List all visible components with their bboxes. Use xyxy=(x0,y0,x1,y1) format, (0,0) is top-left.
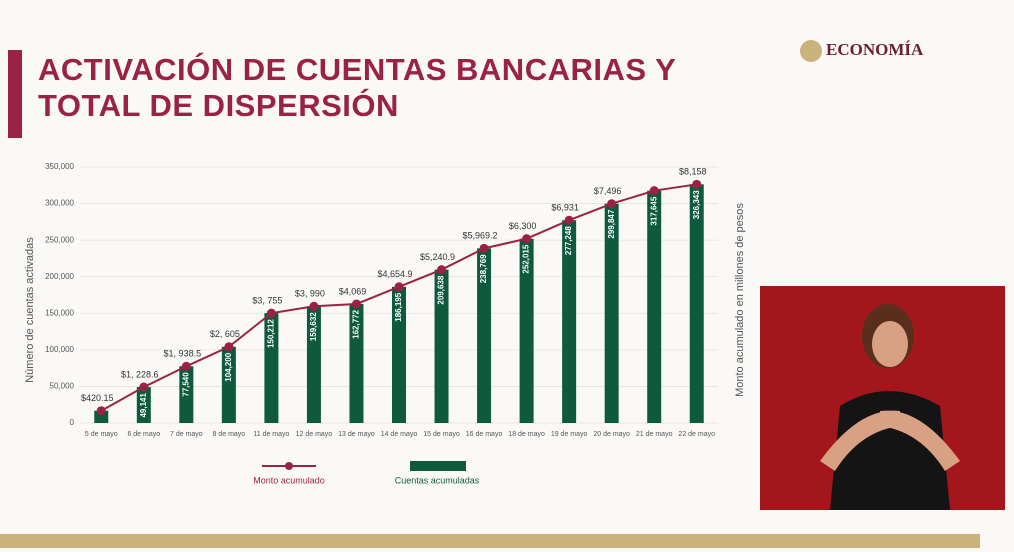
line-point xyxy=(479,243,489,253)
x-tick-label: 8 de mayo xyxy=(213,431,246,438)
y-tick-label: 350,000 xyxy=(45,162,74,171)
title: ACTIVACIÓN DE CUENTAS BANCARIAS Y TOTAL … xyxy=(38,52,676,123)
line-value-label: $420.15 xyxy=(81,393,114,403)
line-point xyxy=(394,282,404,292)
accent-bar xyxy=(8,50,22,138)
x-tick-label: 7 de mayo xyxy=(170,431,203,438)
bar-value-label: 238,769 xyxy=(479,254,488,283)
bar xyxy=(221,346,236,423)
interpreter-video xyxy=(760,286,1005,510)
bar xyxy=(136,387,151,423)
line-value-label: $1, 938.5 xyxy=(164,349,202,359)
bar-value-label: 49,141 xyxy=(139,393,148,418)
y-tick-label: 100,000 xyxy=(45,345,74,354)
legend-label: Cuentas acumuladas xyxy=(395,475,480,485)
y-tick-label: 250,000 xyxy=(45,235,74,244)
line-point xyxy=(692,179,702,189)
line-point xyxy=(351,299,361,309)
x-tick-label: 21 de mayo xyxy=(636,431,673,438)
bar-value-label: 104,200 xyxy=(224,352,233,381)
line-point xyxy=(607,199,617,209)
bar-value-label: 317,645 xyxy=(649,196,658,225)
x-tick-label: 15 de mayo xyxy=(423,431,460,438)
legend-label: Monto acumulado xyxy=(253,475,325,485)
bar xyxy=(179,366,194,423)
footer-band xyxy=(0,534,980,548)
line-value-label: $8,158 xyxy=(679,167,707,177)
bar xyxy=(604,203,619,423)
line-point xyxy=(309,301,319,311)
line-value-label: $6,931 xyxy=(551,203,579,213)
bar xyxy=(519,238,534,423)
y-tick-label: 50,000 xyxy=(50,382,75,391)
line-point xyxy=(96,406,106,416)
bar xyxy=(477,248,492,423)
bar xyxy=(562,220,577,423)
line-point xyxy=(224,342,234,352)
line-value-label: $7,496 xyxy=(594,186,622,196)
line-value-label: $4,654.9 xyxy=(377,269,412,279)
line-point xyxy=(649,186,659,196)
y-tick-label: 200,000 xyxy=(45,272,74,281)
bar-value-label: 252,015 xyxy=(522,244,531,273)
bar-value-label: 277,248 xyxy=(564,226,573,255)
legend-swatch xyxy=(410,461,466,471)
y-tick-label: 300,000 xyxy=(45,199,74,208)
bar-value-label: 326,343 xyxy=(692,190,701,219)
x-tick-label: 12 de mayo xyxy=(296,431,333,438)
bar-value-label: 150,212 xyxy=(267,319,276,348)
logo: ECONOMÍA xyxy=(800,40,924,63)
bar xyxy=(689,184,704,423)
bar-value-label: 186,195 xyxy=(394,292,403,321)
x-tick-label: 6 de mayo xyxy=(127,431,160,438)
bar-value-label: 299,847 xyxy=(607,209,616,238)
x-tick-label: 16 de mayo xyxy=(466,431,503,438)
x-tick-label: 20 de mayo xyxy=(593,431,630,438)
logo-text: ECONOMÍA xyxy=(826,40,924,59)
bar-value-label: 159,632 xyxy=(309,312,318,341)
x-tick-label: 19 de mayo xyxy=(551,431,588,438)
x-tick-label: 13 de mayo xyxy=(338,431,375,438)
line-point xyxy=(181,361,191,371)
bar-value-label: 77,540 xyxy=(181,372,190,397)
bar xyxy=(306,306,321,423)
line-point xyxy=(564,215,574,225)
line-value-label: $6,300 xyxy=(509,221,537,231)
y2-axis-label: Monto acumulado en millones de pesos xyxy=(734,203,746,397)
line-value-label: $3, 755 xyxy=(252,296,282,306)
interpreter xyxy=(820,304,960,510)
bar xyxy=(349,303,364,423)
x-tick-label: 14 de mayo xyxy=(381,431,418,438)
x-tick-label: 22 de mayo xyxy=(678,431,715,438)
y-axis-label: Número de cuentas activadas xyxy=(24,237,36,383)
line-value-label: $3, 990 xyxy=(295,289,325,299)
bar xyxy=(264,313,279,423)
line-point xyxy=(522,234,532,244)
line-point xyxy=(437,265,447,275)
line-value-label: $5,969.2 xyxy=(463,231,498,241)
bar xyxy=(94,410,109,423)
bar xyxy=(392,286,406,423)
x-tick-label: 18 de mayo xyxy=(508,431,545,438)
legend-dot xyxy=(285,462,293,470)
line-value-label: $1, 228.6 xyxy=(121,369,159,379)
x-tick-label: 11 de mayo xyxy=(253,431,289,438)
bar-value-label: 209,638 xyxy=(437,275,446,304)
line-value-label: $2, 605 xyxy=(210,329,240,339)
line-value-label: $4,069 xyxy=(339,286,367,296)
y-tick-label: 0 xyxy=(70,418,75,427)
y-tick-label: 150,000 xyxy=(45,308,74,317)
bar-value-label: 162,772 xyxy=(352,309,361,338)
x-tick-label: 5 de mayo xyxy=(85,431,118,438)
line-point xyxy=(139,382,149,392)
line-point xyxy=(266,308,276,318)
line-value-label: $5,240.9 xyxy=(420,252,455,262)
bar xyxy=(647,190,662,423)
bar xyxy=(434,269,449,423)
